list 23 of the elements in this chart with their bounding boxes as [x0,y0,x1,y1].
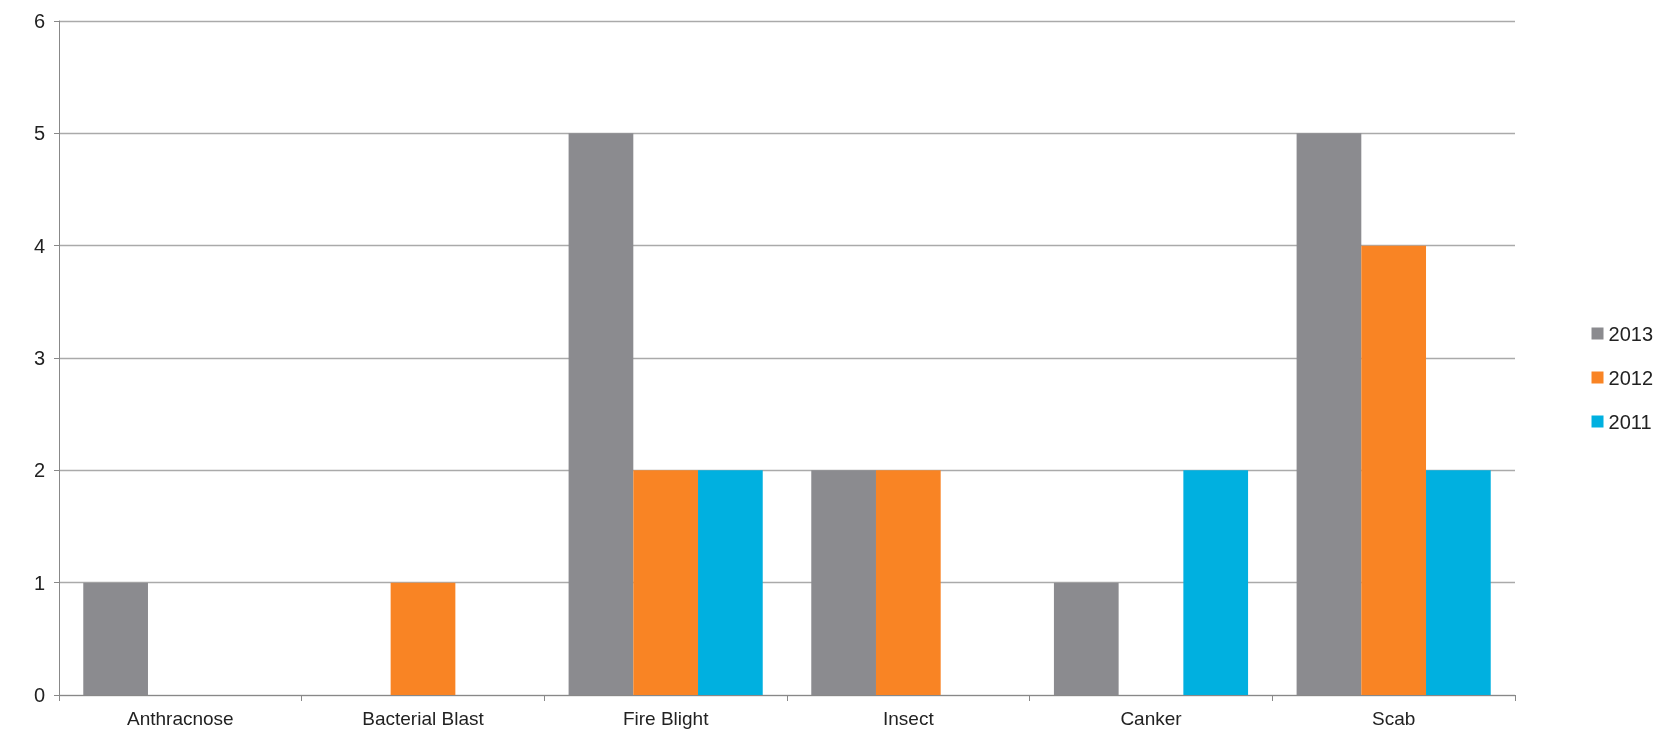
x-tick-label: Bacterial Blast [362,708,485,729]
legend-label: 2013 [1608,322,1654,345]
legend-label: 2011 [1608,410,1652,433]
bar [875,470,941,695]
bar [698,470,763,695]
y-tick-label: 3 [33,347,45,369]
x-tick-label: Fire Blight [622,708,710,729]
bar [1183,470,1249,695]
legend-label: 2012 [1608,366,1654,389]
y-tick-label: 6 [33,10,45,32]
y-tick-label: 1 [33,571,45,594]
x-tick-label: Insect [882,708,935,729]
bar [390,582,456,695]
x-tick-label: Anthracnose [126,708,234,729]
y-tick-label: 5 [33,122,45,145]
y-tick-label: 0 [33,684,45,706]
y-tick-label: 4 [33,234,45,257]
x-tick-label: Canker [1120,708,1183,729]
bar [1426,470,1491,695]
bar [1361,245,1427,695]
x-tick-label: Scab [1372,708,1416,729]
y-tick-label: 2 [33,459,45,482]
bar [633,470,699,695]
